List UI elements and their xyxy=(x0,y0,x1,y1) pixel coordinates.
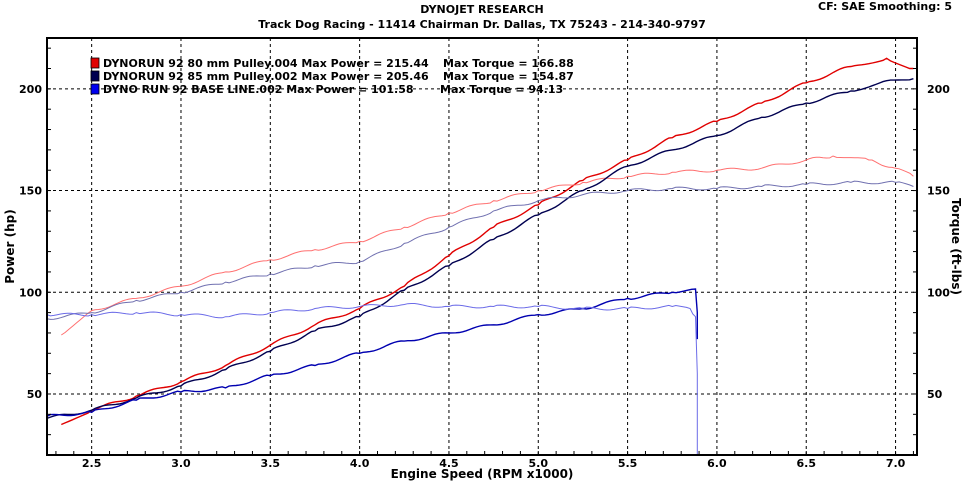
grid xyxy=(47,38,917,455)
legend-entry-torque: Max Torque = 94.13 xyxy=(440,83,563,96)
x-tick-label: 5.5 xyxy=(618,457,638,470)
y-tick-label-right: 100 xyxy=(927,286,950,299)
legend: DYNORUN 92 80 mm Pulley.004 Max Power = … xyxy=(90,57,574,96)
legend-swatch xyxy=(90,70,100,82)
legend-swatch xyxy=(90,57,100,69)
axis-ticks: 2.5 3.0 3.5 4.0 4.5 5.0 5.5 6.0 6.5 7.0 50 50 100 100… xyxy=(19,47,950,470)
correction-factor-label: CF: SAE Smoothing: 5 xyxy=(818,0,952,13)
x-tick-label: 6.0 xyxy=(707,457,727,470)
series-line-torque-1 xyxy=(61,155,914,336)
legend-swatch xyxy=(90,83,100,95)
y-tick-label-right: 50 xyxy=(927,388,943,401)
x-tick-label: 6.5 xyxy=(796,457,816,470)
chart-subtitle: Track Dog Racing - 11414 Chairman Dr. Da… xyxy=(258,18,706,31)
x-tick-label: 4.5 xyxy=(439,457,459,470)
x-tick-label: 3.0 xyxy=(171,457,191,470)
y-axis-label-right: Torque (ft-lbs) xyxy=(949,198,963,295)
y-axis-label-left: Power (hp) xyxy=(3,209,17,283)
series-line-power-4 xyxy=(46,288,698,418)
series-line-power-2 xyxy=(46,78,914,420)
legend-entry-label: DYNO RUN 92 BASE LINE.002 Max Power = 10… xyxy=(103,83,414,96)
x-tick-label: 7.0 xyxy=(886,457,906,470)
y-tick-label-left: 100 xyxy=(19,286,42,299)
x-tick-label: 5.0 xyxy=(529,457,549,470)
x-tick-label: 2.5 xyxy=(82,457,102,470)
x-tick-label: 3.5 xyxy=(261,457,281,470)
series-lines xyxy=(46,57,914,455)
plot-frame xyxy=(46,37,918,456)
y-tick-label-right: 150 xyxy=(927,185,950,198)
x-axis-label: Engine Speed (RPM x1000) xyxy=(391,467,574,481)
series-line-torque-3 xyxy=(46,180,914,320)
chart-title: DYNOJET RESEARCH xyxy=(420,3,544,16)
series-line-power-0 xyxy=(61,57,914,426)
legend-entry-label: DYNORUN 92 80 mm Pulley.004 Max Power = … xyxy=(103,57,429,70)
legend-entry-torque: Max Torque = 154.87 xyxy=(443,70,574,83)
legend-entry-label: DYNORUN 92 85 mm Pulley.002 Max Power = … xyxy=(103,70,429,83)
y-tick-label-left: 150 xyxy=(19,185,42,198)
series-line-torque-5 xyxy=(46,303,698,455)
y-tick-label-right: 200 xyxy=(927,83,950,96)
x-tick-label: 4.0 xyxy=(350,457,370,470)
legend-entry-torque: Max Torque = 166.88 xyxy=(443,57,574,70)
y-tick-label-left: 200 xyxy=(19,83,42,96)
y-tick-label-left: 50 xyxy=(27,388,43,401)
